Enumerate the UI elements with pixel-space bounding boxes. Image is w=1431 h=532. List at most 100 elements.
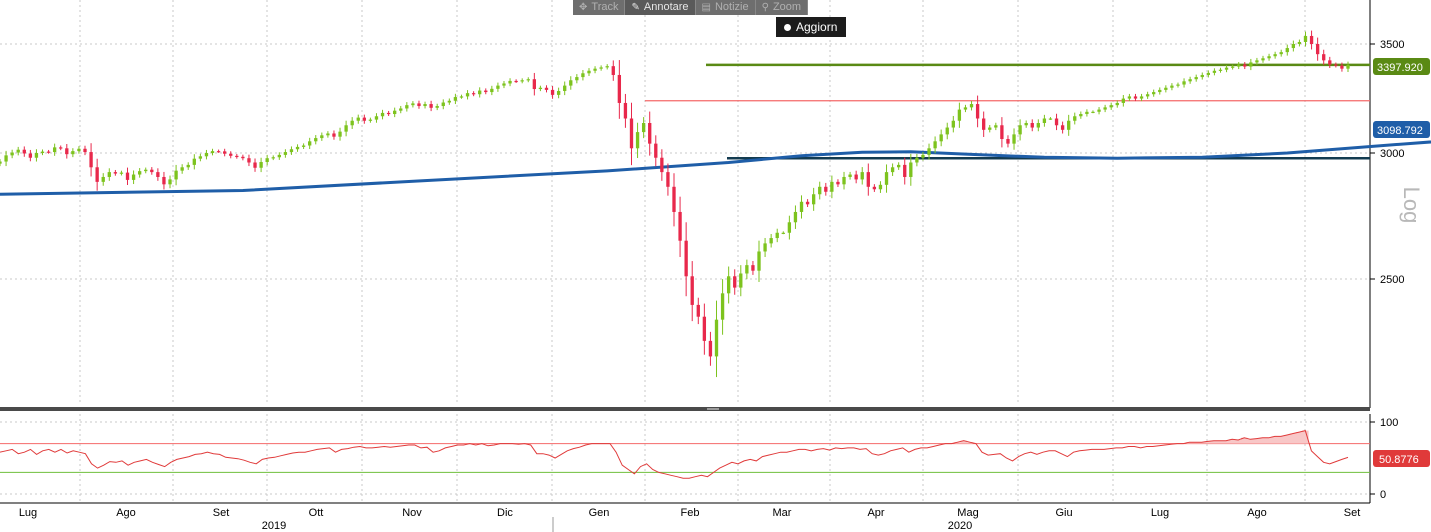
candle-body [283,152,288,155]
candle-body [897,164,901,168]
candle-body [678,211,682,241]
news-icon: ▤ [701,2,711,13]
candle-body [775,232,779,239]
month-label: Feb [681,507,700,519]
candle-body [538,87,543,90]
candle-body [963,107,968,110]
candle-body [799,201,804,212]
candle-body [733,276,737,288]
chart-toolbar: ✥ Track ✎ Annotare ▤ Notizie ⚲ Zoom [573,0,809,15]
candle-body [726,276,731,294]
candle-body [860,172,864,180]
candle-body [241,156,245,159]
candle-body [1139,96,1144,99]
divider-handle[interactable] [707,408,719,410]
candle-body [1158,89,1162,93]
candle-body [314,138,318,142]
month-label: Nov [402,507,422,519]
candle-body [119,172,124,174]
candle-body [757,251,761,271]
main-plot-area [0,0,1370,405]
candle-body [1164,87,1168,90]
candle-body [1109,105,1113,108]
rsi-tick-label: 100 [1380,417,1398,429]
month-label: Dic [497,507,513,519]
candle-body [338,131,342,137]
candle-body [10,152,14,156]
candle-body [1334,64,1338,66]
candle-body [380,112,385,117]
panel-divider[interactable] [0,407,1370,411]
candle-body [295,146,300,150]
month-label: Mag [957,507,978,519]
candle-body [289,149,294,153]
candle-body [1249,62,1253,67]
candle-body [1297,41,1302,44]
candle-body [1346,64,1350,69]
refresh-button[interactable]: Aggiorn [776,17,846,37]
candlesticks [0,30,1350,378]
candle-body [648,123,652,144]
candle-body [982,118,986,130]
candle-body [1309,35,1314,44]
track-button[interactable]: ✥ Track [573,0,626,15]
annotate-button[interactable]: ✎ Annotare [625,0,696,15]
candle-body [405,105,409,109]
candle-body [593,68,597,71]
candle-body [386,112,391,115]
candle-body [374,116,379,120]
candle-body [569,80,573,86]
candle-body [83,148,87,153]
candle-body [192,158,196,165]
candle-body [1285,48,1289,53]
candle-body [210,151,215,153]
candle-body [921,154,925,158]
candle-body [1279,52,1283,55]
candle-body [393,110,397,115]
candle-body [872,186,877,190]
candle-body [903,164,907,177]
rsi-panel [0,430,1370,479]
candle-body [1340,65,1344,69]
zoom-button[interactable]: ⚲ Zoom [756,0,809,15]
news-button[interactable]: ▤ Notizie [696,0,756,15]
candle-body [478,90,482,95]
y-tick-label: 3500 [1380,39,1404,51]
candle-body [271,157,275,159]
candle-body [957,109,962,121]
candle-body [787,222,792,233]
candle-body [617,74,622,103]
candle-body [884,172,889,185]
candle-body [1067,120,1071,130]
candle-body [1322,54,1326,61]
candle-body [356,117,360,121]
candle-body [1127,96,1132,99]
candle-body [751,265,755,271]
candle-body [556,90,561,95]
candle-body [52,147,57,153]
candle-body [544,87,549,90]
candle-body [878,184,883,190]
candle-body [40,151,45,153]
candle-body [805,201,810,205]
candle-body [1237,64,1241,67]
magnifier-icon: ⚲ [761,2,769,13]
candle-body [1054,118,1059,126]
candle-body [654,143,658,158]
candle-body [496,85,500,89]
candle-body [301,145,306,147]
candle-body [1079,114,1083,117]
candle-body [144,169,148,172]
month-label: Lug [1151,507,1169,519]
last-price-badge: 3397.920 [1373,58,1430,75]
candle-body [447,100,451,103]
candle-body [1328,60,1332,65]
candle-body [951,120,955,128]
candle-body [4,155,8,162]
candle-body [229,153,233,156]
candle-body [599,67,603,69]
candle-body [1145,94,1150,97]
candle-body [666,172,670,187]
candle-body [1261,58,1265,61]
